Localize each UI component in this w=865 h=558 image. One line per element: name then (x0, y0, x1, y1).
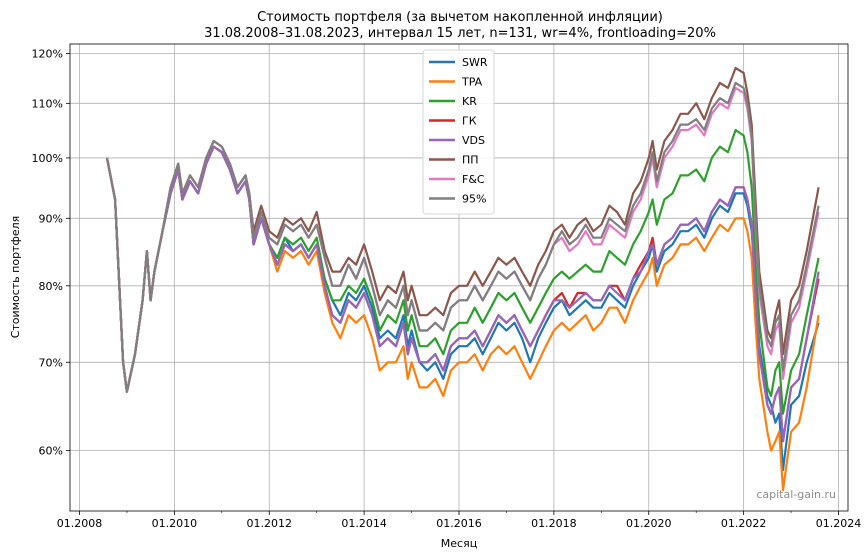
x-tick-label: 01.2016 (436, 517, 482, 530)
x-tick-label: 01.2024 (816, 517, 862, 530)
y-axis-title: Стоимость портфеля (9, 216, 22, 339)
chart-subtitle: 31.08.2008–31.08.2023, интервал 15 лет, … (204, 26, 716, 41)
chart-title: Стоимость портфеля (за вычетом накопленн… (257, 10, 663, 25)
series-line-95% (105, 81, 820, 393)
x-axis-title: Месяц (441, 537, 477, 550)
legend-box (422, 49, 495, 215)
y-tick-label: 100% (32, 152, 63, 165)
legend-label: 95% (462, 193, 486, 206)
x-tick-label: 01.2008 (57, 517, 103, 530)
y-tick-label: 80% (39, 280, 63, 293)
y-tick-label: 70% (39, 356, 63, 369)
watermark-text: capital-gain.ru (756, 488, 836, 501)
y-tick-label: 60% (39, 445, 63, 458)
legend: SWR TPA KR ГК VDS ПП F&C 95% (422, 49, 495, 215)
x-tick-label: 01.2010 (152, 517, 198, 530)
x-tick-label: 01.2014 (341, 517, 387, 530)
x-tick-label: 01.2012 (246, 517, 292, 530)
x-tick-label: 01.2020 (626, 517, 672, 530)
series-lines (105, 66, 820, 492)
x-tick-label: 01.2018 (531, 517, 577, 530)
axis-ticks: 01.2008 01.2010 01.2012 01.2014 01.2016 01.20… (32, 47, 862, 530)
legend-label: ГК (462, 115, 477, 128)
y-tick-label: 90% (39, 212, 63, 225)
legend-label: KR (462, 95, 477, 108)
legend-label: F&C (462, 173, 485, 186)
legend-label: VDS (462, 134, 485, 147)
legend-label: ПП (462, 154, 479, 167)
legend-label: TPA (461, 76, 483, 89)
y-tick-label: 110% (32, 97, 63, 110)
series-line-VDS (105, 145, 820, 443)
y-tick-label: 120% (32, 47, 63, 60)
x-tick-label: 01.2022 (721, 517, 767, 530)
legend-label: SWR (462, 56, 488, 69)
